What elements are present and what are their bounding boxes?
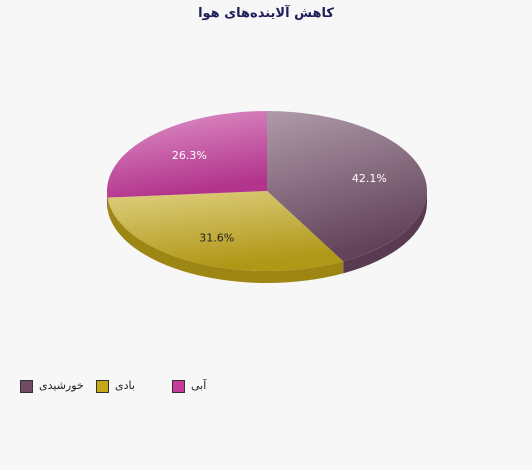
- pie-slice-hydro: [107, 111, 268, 198]
- data-label-hydro: 26.3%: [172, 149, 207, 162]
- pie-side-hydro: [107, 191, 108, 210]
- chart-title: کاهش آلاینده‌های هوا: [198, 6, 334, 21]
- legend: خورشیدی بادی آبی: [20, 378, 420, 398]
- data-label-solar: 42.1%: [352, 172, 387, 185]
- legend-swatch-hydro: [172, 380, 185, 393]
- pie-slice-solar: [267, 111, 427, 262]
- legend-label-hydro: آبی: [191, 379, 207, 392]
- pie-side-solar: [343, 191, 427, 274]
- legend-label-wind: بادی: [115, 379, 135, 392]
- pie-side-walls: [107, 191, 427, 283]
- pie-slice-wind: [107, 191, 344, 271]
- data-label-wind: 31.6%: [199, 231, 234, 244]
- legend-swatch-solar: [20, 380, 33, 393]
- pie-side-wind: [107, 197, 344, 283]
- legend-swatch-wind: [96, 380, 109, 393]
- legend-label-solar: خورشیدی: [39, 379, 84, 392]
